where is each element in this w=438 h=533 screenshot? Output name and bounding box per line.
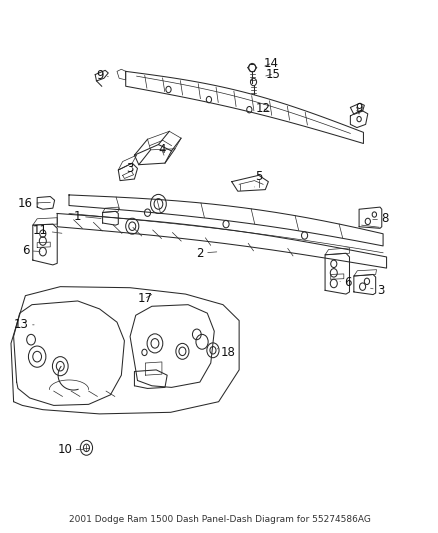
Text: 10: 10 [57,443,84,456]
Text: 3: 3 [370,284,384,297]
Text: 17: 17 [138,292,152,305]
Text: 16: 16 [18,197,39,211]
Text: 1: 1 [74,209,101,223]
Text: 9: 9 [354,102,362,115]
Text: 15: 15 [265,68,279,80]
Text: 8: 8 [372,212,388,225]
Text: 3: 3 [126,162,134,179]
Text: 13: 13 [14,318,34,332]
Text: 6: 6 [21,244,40,257]
Text: 18: 18 [217,346,235,359]
Text: 14: 14 [263,57,278,70]
Text: 11: 11 [33,224,62,237]
Text: 5: 5 [254,170,262,187]
Text: 12: 12 [255,102,270,115]
Text: 2001 Dodge Ram 1500 Dash Panel-Dash Diagram for 55274586AG: 2001 Dodge Ram 1500 Dash Panel-Dash Diag… [68,515,370,524]
Text: 4: 4 [158,143,165,156]
Text: 2: 2 [196,247,216,260]
Text: 6: 6 [339,276,351,289]
Text: 9: 9 [95,69,108,82]
